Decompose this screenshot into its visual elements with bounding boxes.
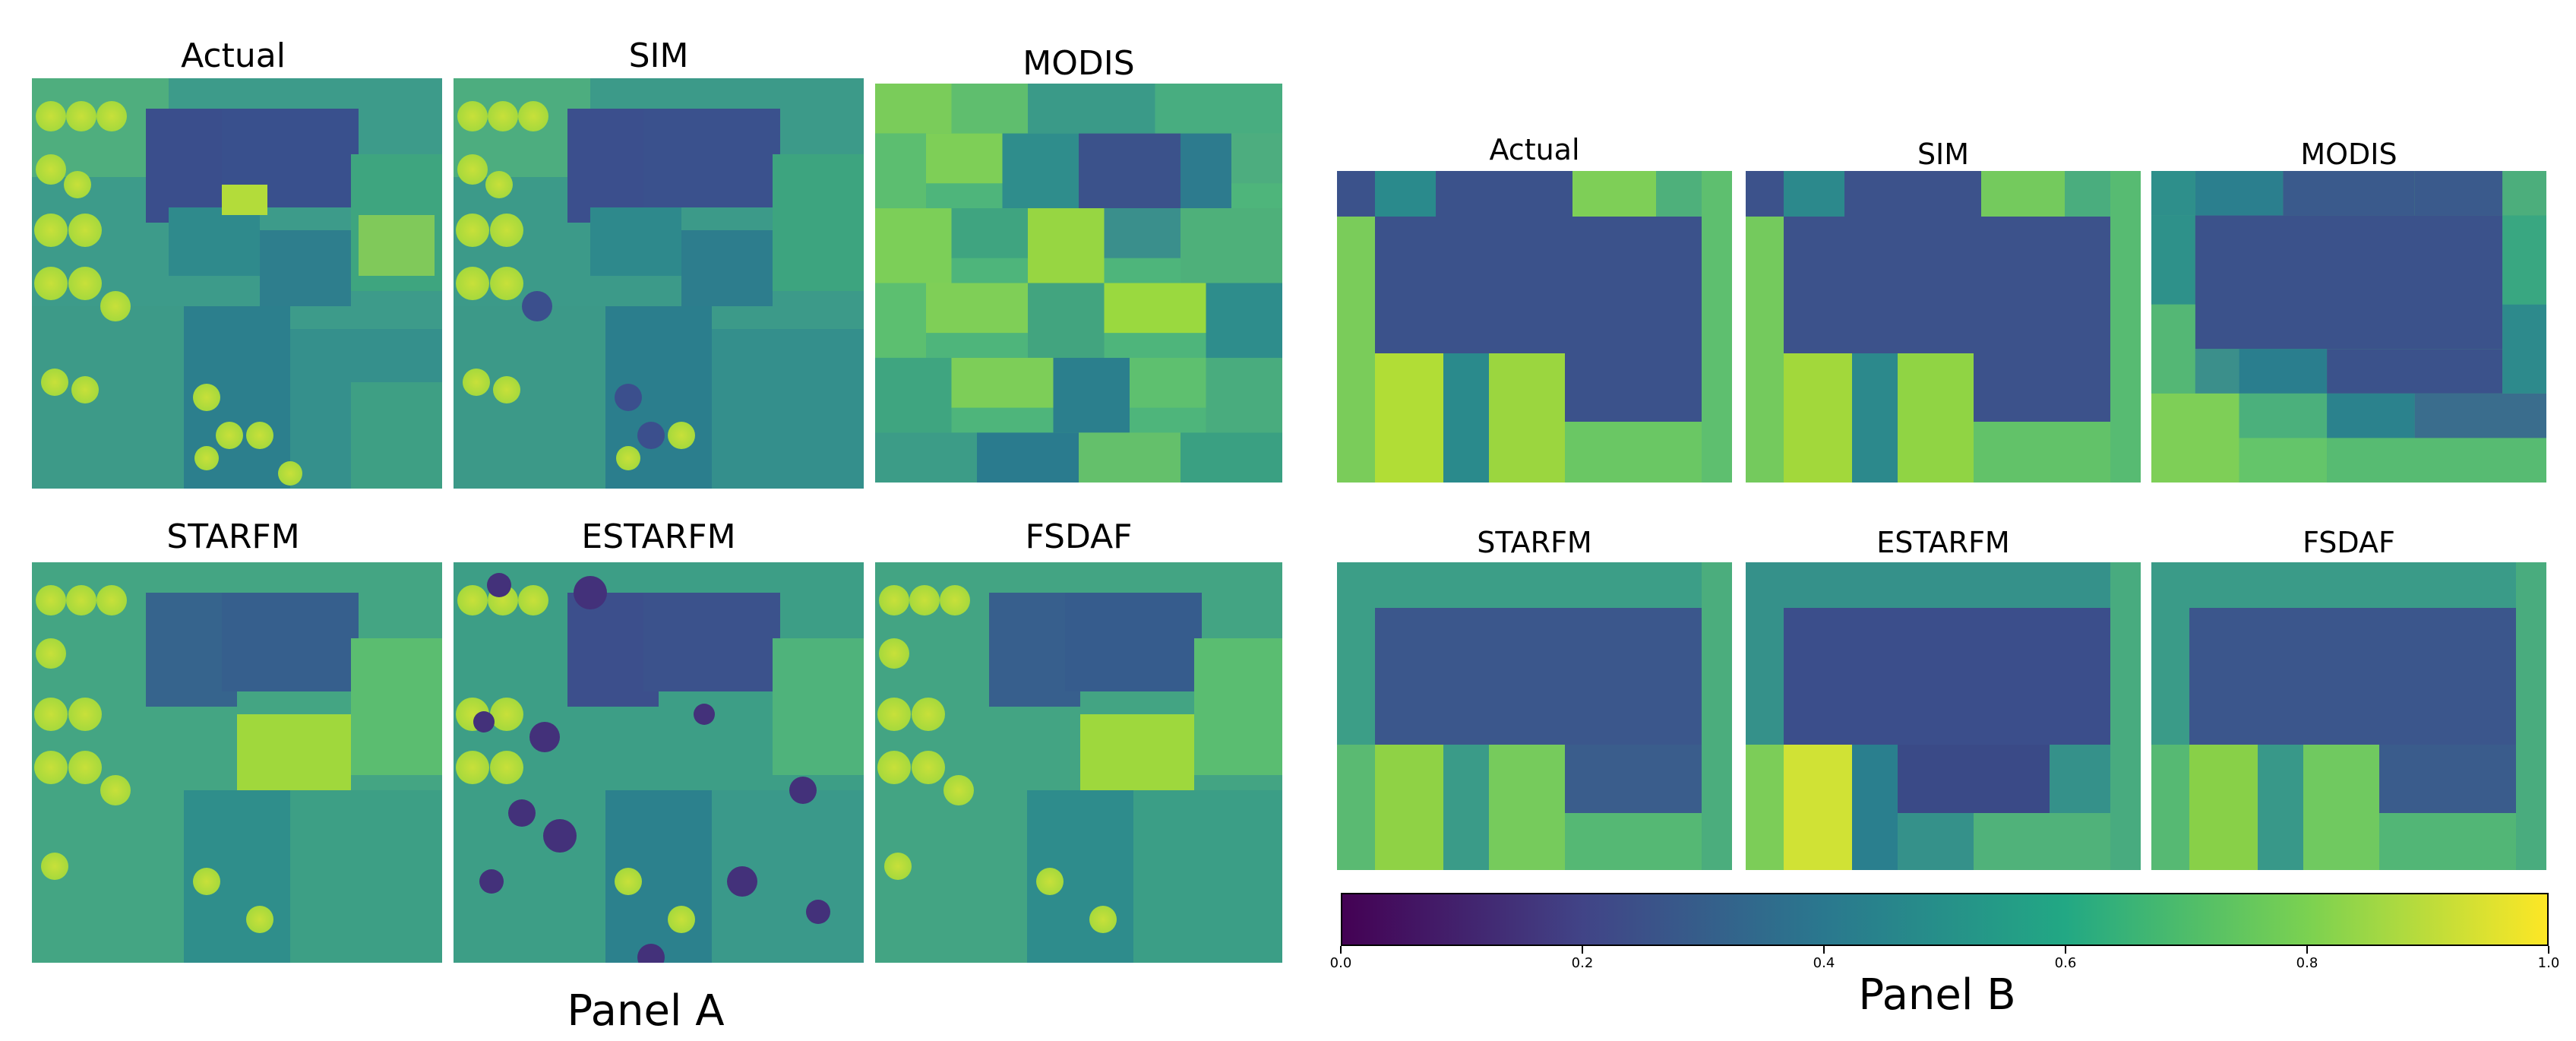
panel-b-modis-image (2151, 171, 2546, 483)
colorbar-tick-mark (1340, 946, 1342, 954)
panel-b-fsdaf-image (2151, 562, 2546, 870)
panel-b-title-sim: SIM (1917, 138, 1970, 171)
colorbar-tick-label: 1.0 (2537, 955, 2560, 971)
panel-a-label: Panel A (567, 986, 725, 1036)
colorbar-tick-label: 0.6 (2054, 955, 2077, 971)
panel-a-title-actual: Actual (181, 36, 286, 75)
panel-b-title-starfm: STARFM (1477, 526, 1592, 559)
panel-b-estarfm-image (1746, 562, 2141, 870)
colorbar-tick-mark (2548, 946, 2549, 954)
colorbar-tick-label: 0.2 (1571, 955, 1594, 971)
panel-a-title-modis: MODIS (1022, 44, 1135, 83)
panel-a-starfm-image (32, 562, 442, 963)
colorbar-tick-label: 0.8 (2296, 955, 2318, 971)
panel-b-title-actual: Actual (1489, 133, 1580, 166)
colorbar-tick-mark (2065, 946, 2066, 954)
panel-a-modis-image (875, 84, 1282, 483)
panel-b-title-fsdaf: FSDAF (2303, 526, 2395, 559)
panel-a-estarfm-image (454, 562, 864, 963)
panel-b-actual-image (1337, 171, 1732, 483)
panel-a-fsdaf-image (875, 562, 1282, 963)
panel-b-label: Panel B (1858, 970, 2016, 1020)
panel-b-title-modis: MODIS (2300, 138, 2397, 171)
panel-a-title-estarfm: ESTARFM (581, 517, 736, 556)
panel-a-actual-image (32, 78, 442, 489)
colorbar-tick-label: 0.0 (1329, 955, 1352, 971)
panel-a-title-fsdaf: FSDAF (1025, 517, 1133, 556)
colorbar (1341, 893, 2549, 946)
panel-a-title-starfm: STARFM (166, 517, 300, 556)
panel-b-starfm-image (1337, 562, 1732, 870)
colorbar-tick-label: 0.4 (1813, 955, 1835, 971)
panel-b-sim-image (1746, 171, 2141, 483)
panel-a-title-sim: SIM (628, 36, 689, 75)
colorbar-tick-mark (2306, 946, 2308, 954)
colorbar-tick-mark (1823, 946, 1825, 954)
panel-b-title-estarfm: ESTARFM (1876, 526, 2010, 559)
panel-a-sim-image (454, 78, 864, 489)
colorbar-tick-mark (1582, 946, 1583, 954)
